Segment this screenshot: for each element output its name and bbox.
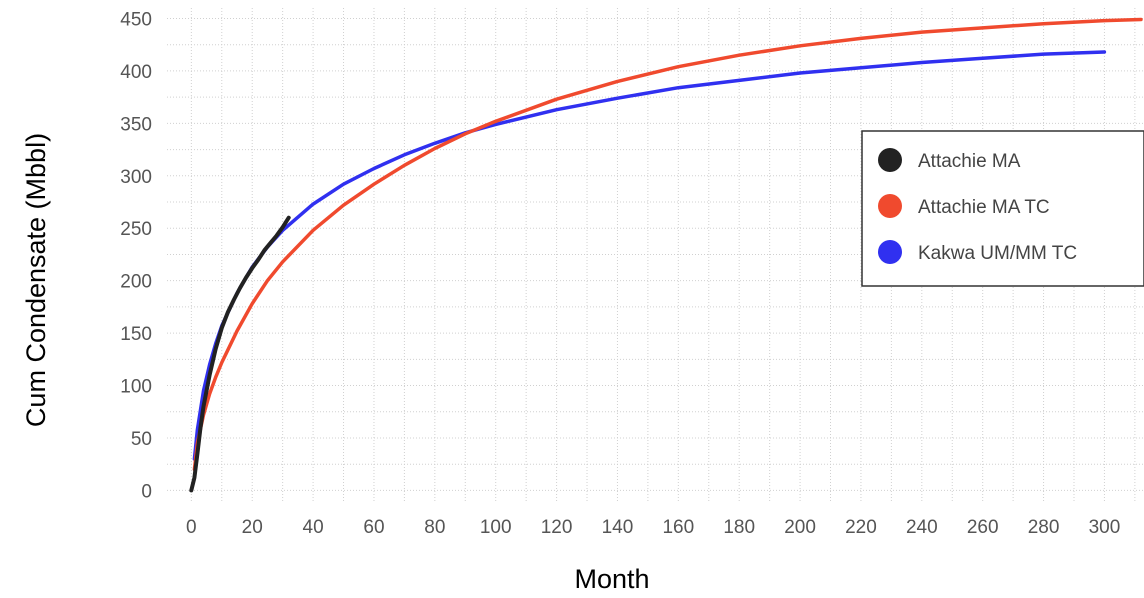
x-tick-label: 260 [967, 517, 999, 538]
series-line-attachie-ma-tc [192, 17, 1143, 472]
legend-marker-kakwa-um-mm-tc [878, 240, 902, 264]
legend: Attachie MA Attachie MA TC Kakwa UM/MM T… [861, 130, 1144, 287]
gridlines [167, 8, 1144, 503]
x-tick-label: 180 [723, 517, 755, 538]
series-lines [189, 17, 1143, 493]
series-line-attachie-ma [189, 215, 291, 493]
x-tick-label: 100 [480, 517, 512, 538]
legend-label-kakwa-um-mm-tc: Kakwa UM/MM TC [918, 243, 1077, 264]
y-tick-label: 100 [120, 377, 152, 398]
legend-marker-attachie-ma [878, 148, 902, 172]
x-tick-label: 240 [906, 517, 938, 538]
x-tick-label: 220 [845, 517, 877, 538]
y-axis-title: Cum Condensate (Mbbl) [21, 133, 51, 427]
y-tick-label: 300 [120, 167, 152, 188]
x-axis-ticks: 0 20 40 60 80 100 120 140 160 180 200 220 240 260 280 3… [186, 517, 1120, 538]
y-axis-ticks: 0 50 100 150 200 250 300 350 400 450 [120, 9, 152, 502]
x-tick-label: 280 [1028, 517, 1060, 538]
x-tick-label: 120 [541, 517, 573, 538]
x-tick-label: 20 [242, 517, 263, 538]
legend-label-attachie-ma-tc: Attachie MA TC [918, 197, 1050, 218]
y-tick-label: 350 [120, 114, 152, 135]
x-tick-label: 40 [303, 517, 324, 538]
y-tick-label: 150 [120, 324, 152, 345]
y-tick-label: 0 [141, 481, 152, 502]
x-tick-label: 140 [602, 517, 634, 538]
legend-box [861, 130, 1144, 287]
x-tick-label: 160 [662, 517, 694, 538]
legend-marker-attachie-ma-tc [878, 194, 902, 218]
y-tick-label: 200 [120, 272, 152, 293]
legend-label-attachie-ma: Attachie MA [918, 151, 1021, 172]
x-tick-label: 0 [186, 517, 197, 538]
y-tick-label: 400 [120, 62, 152, 83]
x-tick-label: 300 [1089, 517, 1121, 538]
x-axis-title: Month [574, 564, 649, 594]
x-tick-label: 200 [784, 517, 816, 538]
x-tick-label: 80 [424, 517, 445, 538]
y-tick-label: 50 [131, 429, 152, 450]
y-tick-label: 450 [120, 9, 152, 30]
x-tick-label: 60 [363, 517, 384, 538]
y-tick-label: 250 [120, 219, 152, 240]
